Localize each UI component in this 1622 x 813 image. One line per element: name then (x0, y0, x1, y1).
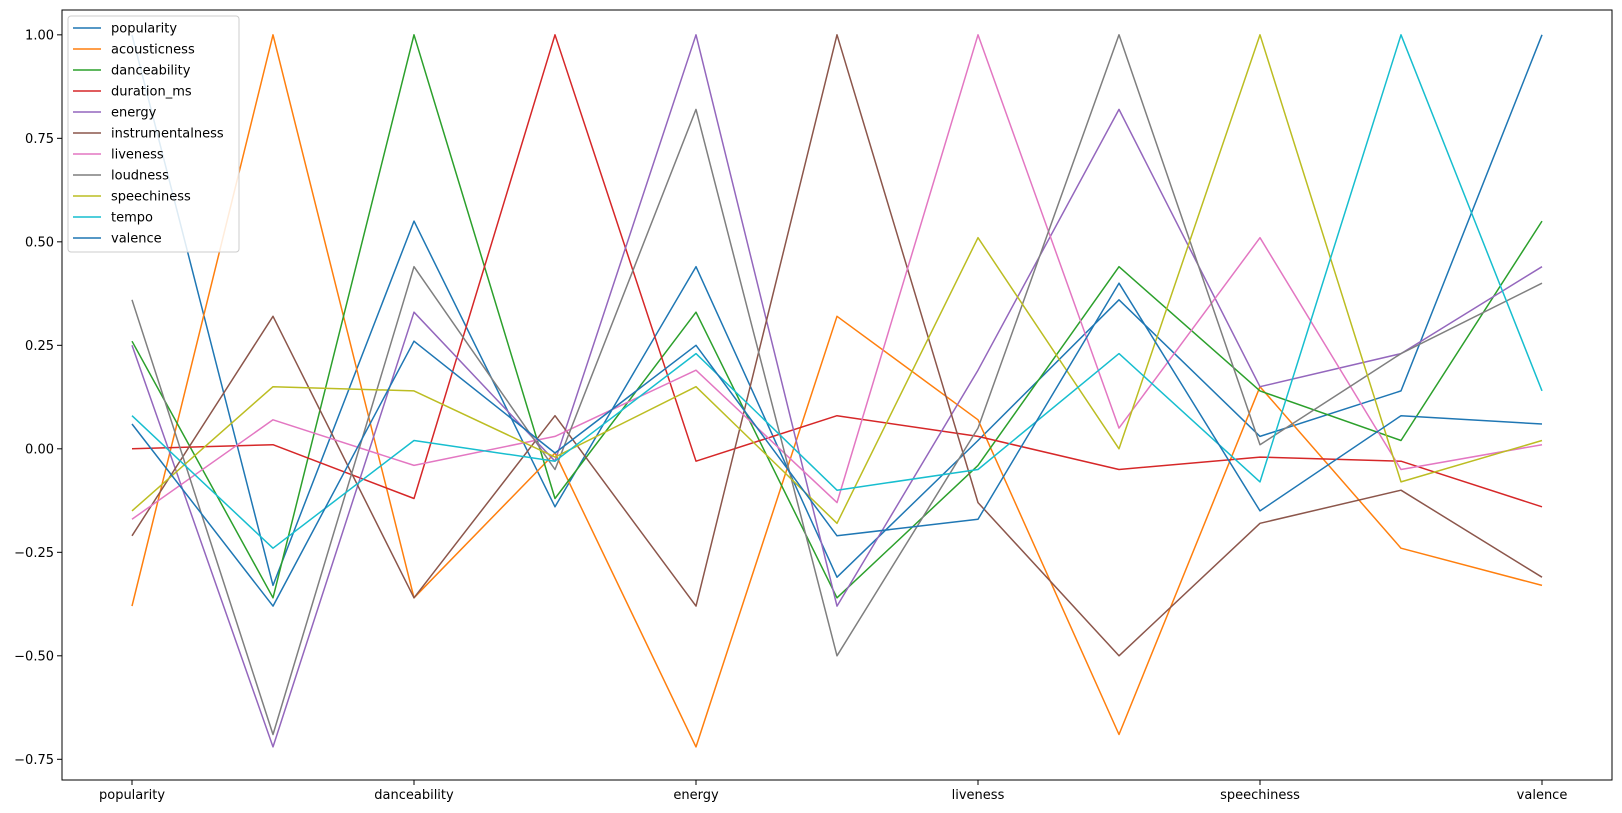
x-tick-label: liveness (952, 788, 1005, 803)
legend-label-tempo: tempo (111, 211, 153, 226)
series-line-duration_ms (131, 34, 1543, 508)
legend-box (67, 15, 240, 253)
series-line-speechiness (131, 34, 1543, 525)
y-tick-label: 0.25 (25, 339, 54, 354)
legend-label-danceability: danceability (111, 64, 191, 79)
x-tick-label: danceability (374, 788, 454, 803)
y-axis: −0.75 −0.50 −0.25 0.00 0.25 0.50 0.75 1.00 (14, 28, 62, 768)
series-line-tempo (131, 34, 1543, 549)
y-tick-label: −0.75 (14, 753, 54, 768)
x-tick-label: valence (1517, 788, 1568, 803)
series-line-loudness (131, 34, 1543, 736)
y-tick-label: 0.75 (25, 132, 54, 147)
y-tick-label: −0.50 (14, 649, 54, 664)
series-line-energy (131, 34, 1543, 748)
plot-frame (61, 9, 1613, 781)
x-tick-label: energy (673, 788, 719, 803)
series-line-popularity (131, 34, 1543, 587)
series-line-liveness (131, 34, 1543, 520)
x-tick-label: speechiness (1220, 788, 1300, 803)
x-axis: popularity danceability energy liveness spee… (99, 780, 1567, 803)
series-line-valence (131, 282, 1543, 607)
y-tick-label: 1.00 (25, 28, 54, 43)
y-tick-label: 0.00 (25, 442, 54, 457)
legend-label-loudness: loudness (111, 169, 169, 184)
series-line-danceability (131, 34, 1543, 599)
x-tick-label: popularity (99, 788, 165, 803)
series-layer (131, 34, 1543, 748)
legend: popularity acousticness danceability durati… (67, 15, 240, 253)
y-tick-label: −0.25 (14, 546, 54, 561)
legend-label-acousticness: acousticness (111, 43, 195, 58)
legend-label-valence: valence (111, 232, 162, 247)
series-line-instrumentalness (131, 34, 1543, 657)
legend-label-energy: energy (111, 106, 157, 121)
legend-label-instrumentalness: instrumentalness (111, 127, 224, 142)
legend-label-liveness: liveness (111, 148, 164, 163)
legend-label-popularity: popularity (111, 22, 177, 37)
legend-label-speechiness: speechiness (111, 190, 191, 205)
series-line-acousticness (131, 34, 1543, 748)
legend-label-duration_ms: duration_ms (111, 85, 192, 100)
y-tick-label: 0.50 (25, 235, 54, 250)
